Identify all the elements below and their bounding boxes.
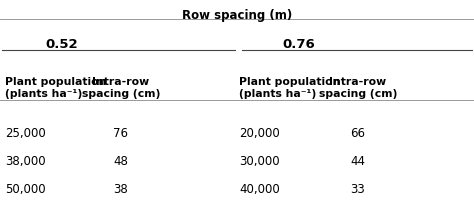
Text: 66: 66 (350, 127, 365, 140)
Text: Intra-row
spacing (cm): Intra-row spacing (cm) (82, 76, 160, 98)
Text: 25,000: 25,000 (5, 127, 46, 140)
Text: Intra-row
spacing (cm): Intra-row spacing (cm) (319, 76, 397, 98)
Text: Row spacing (m): Row spacing (m) (182, 9, 292, 22)
Text: 76: 76 (113, 127, 128, 140)
Text: 20,000: 20,000 (239, 127, 280, 140)
Text: 0.76: 0.76 (282, 38, 315, 51)
Text: 33: 33 (350, 182, 365, 195)
Text: 50,000: 50,000 (5, 182, 46, 195)
Text: 30,000: 30,000 (239, 154, 280, 167)
Text: 48: 48 (113, 154, 128, 167)
Text: 38: 38 (113, 182, 128, 195)
Text: Plant population
(plants ha⁻¹): Plant population (plants ha⁻¹) (5, 76, 106, 98)
Text: 0.52: 0.52 (46, 38, 78, 51)
Text: 38,000: 38,000 (5, 154, 46, 167)
Text: Plant population
(plants ha⁻¹): Plant population (plants ha⁻¹) (239, 76, 341, 98)
Text: 44: 44 (350, 154, 365, 167)
Text: 40,000: 40,000 (239, 182, 280, 195)
